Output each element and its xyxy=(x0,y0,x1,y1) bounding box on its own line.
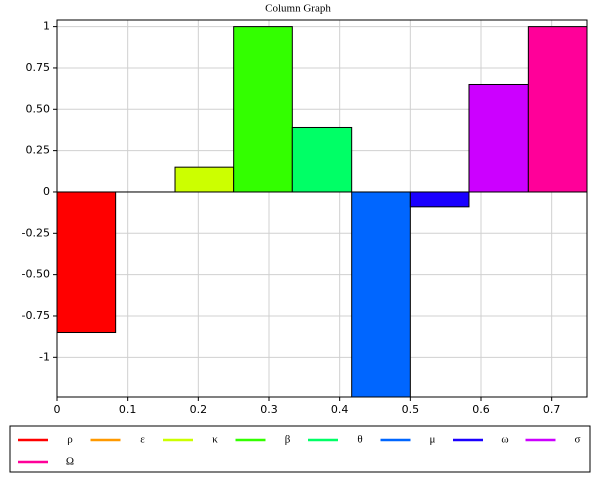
y-tick-label: 0.50 xyxy=(26,102,51,115)
legend-label: ε xyxy=(140,434,145,446)
legend-label: β xyxy=(285,434,291,446)
y-tick-label: -0.50 xyxy=(22,268,50,281)
legend-label: ρ xyxy=(67,434,73,446)
y-tick-label: -0.75 xyxy=(22,309,50,322)
chart-title: Column Graph xyxy=(265,3,331,15)
bar xyxy=(291,126,353,193)
x-tick-label: 0.2 xyxy=(190,403,208,416)
legend-label: θ xyxy=(357,434,362,446)
bar xyxy=(527,26,588,193)
y-tick-label: 1 xyxy=(43,20,50,33)
bar xyxy=(174,166,235,193)
bar xyxy=(409,191,470,208)
x-tick-label: 0.5 xyxy=(402,403,420,416)
x-tick-label: 0.7 xyxy=(543,403,561,416)
x-tick-label: 0.6 xyxy=(472,403,490,416)
x-tick-label: 0.1 xyxy=(119,403,137,416)
legend-label: Ω xyxy=(66,456,74,468)
bar xyxy=(56,191,117,334)
x-tick-label: 0.3 xyxy=(260,403,278,416)
bar xyxy=(233,26,293,193)
bar xyxy=(351,191,411,398)
y-tick-label: 0.25 xyxy=(26,144,51,157)
legend-frame xyxy=(9,425,591,473)
legend-label: κ xyxy=(212,434,218,446)
y-tick-label: 0 xyxy=(43,185,50,198)
bar xyxy=(468,83,529,193)
y-tick-label: -0.25 xyxy=(22,226,50,239)
legend-label: σ xyxy=(575,434,581,446)
y-tick-label: -1 xyxy=(39,350,50,363)
y-tick-label: 0.75 xyxy=(26,61,51,74)
x-tick-label: 0 xyxy=(54,403,61,416)
legend-label: μ xyxy=(430,434,436,446)
plot-frame xyxy=(56,19,588,398)
x-tick-label: 0.4 xyxy=(331,403,349,416)
legend-label: ω xyxy=(501,434,508,446)
